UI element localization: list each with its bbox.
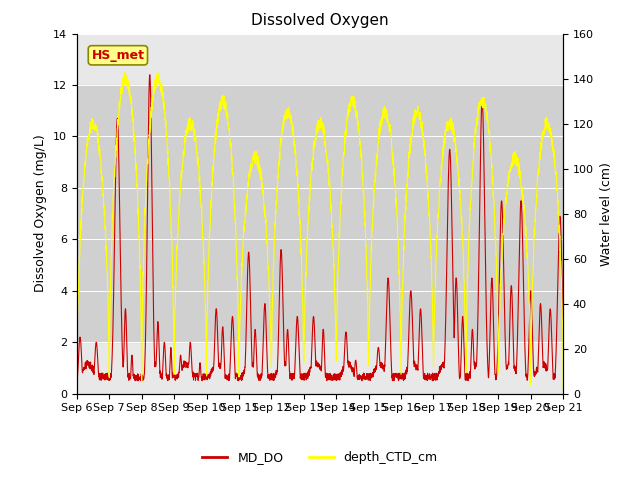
Text: HS_met: HS_met [92, 49, 145, 62]
Title: Dissolved Oxygen: Dissolved Oxygen [251, 13, 389, 28]
Y-axis label: Water level (cm): Water level (cm) [600, 162, 612, 265]
Y-axis label: Dissolved Oxygen (mg/L): Dissolved Oxygen (mg/L) [35, 135, 47, 292]
Bar [77, 85, 563, 342]
Legend: MD_DO, depth_CTD_cm: MD_DO, depth_CTD_cm [197, 446, 443, 469]
